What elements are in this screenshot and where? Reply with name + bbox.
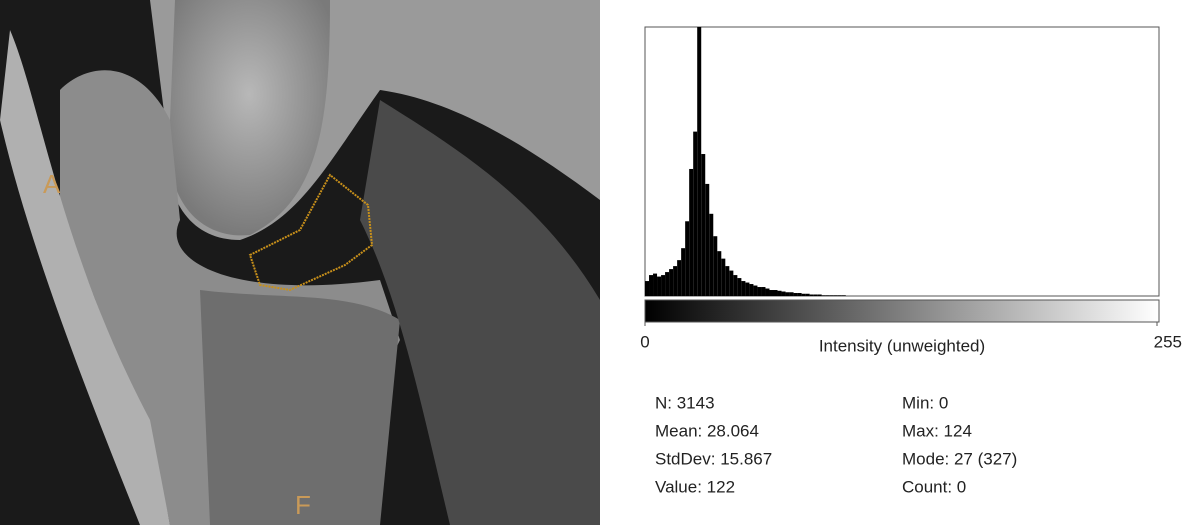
bar [737,278,741,296]
bar [705,184,709,296]
bar [645,281,649,296]
lut-bar [645,300,1159,322]
bar [830,295,834,296]
bar [689,169,693,296]
bar [822,295,826,296]
bar [685,221,689,296]
bar [838,295,842,296]
page: A F Intensity (unweighted) 0 255 N: 3143 Me… [0,0,1184,530]
bar [677,260,681,296]
bar [786,292,790,296]
orientation-label: F [295,490,311,520]
bar [657,277,661,296]
bar [814,295,818,296]
bar [782,292,786,296]
bar [701,154,705,296]
bar [834,295,838,296]
bar [733,275,737,296]
bar [769,290,773,296]
bar [842,295,846,296]
bar [649,275,653,296]
orientation-label: A [43,169,61,199]
x-tick-label: 255 [1154,332,1182,351]
bar [661,275,665,296]
bar [798,293,802,296]
bar [802,294,806,296]
bar [826,295,830,296]
bar [653,274,657,296]
bar [778,291,782,296]
stat-text: Mode: 27 (327) [902,449,1017,468]
bar [713,236,717,296]
bar [761,287,765,296]
stat-text: StdDev: 15.867 [655,449,772,468]
bar [669,269,673,296]
bar [721,259,725,296]
bar [806,294,810,296]
bar [709,214,713,296]
mri-image: A F [0,0,600,525]
bar [765,289,769,296]
stat-text: Value: 122 [655,477,735,496]
stat-text: Min: 0 [902,393,948,412]
bar [697,0,701,296]
bar [741,281,745,296]
bar [717,251,721,296]
bar [774,290,778,296]
stat-text: N: 3143 [655,393,715,412]
bar [729,271,733,296]
bar [725,266,729,296]
bar [749,284,753,296]
bar [757,287,761,296]
plot-frame [645,27,1159,296]
bar [681,248,685,296]
x-axis-label: Intensity (unweighted) [819,336,985,355]
x-tick-label: 0 [640,332,649,351]
bar [673,266,677,296]
stat-text: Max: 124 [902,421,972,440]
histogram-panel: Intensity (unweighted) [645,27,1159,355]
screenshot: A F Intensity (unweighted) 0 255 N: 3143 Me… [0,0,1184,525]
bar [794,293,798,296]
bar [693,132,697,296]
stat-text: Count: 0 [902,477,966,496]
bar [745,283,749,296]
bar [753,286,757,296]
bar [665,272,669,296]
bar [790,292,794,296]
stat-text: Mean: 28.064 [655,421,759,440]
bar [818,295,822,296]
bar [810,295,814,296]
